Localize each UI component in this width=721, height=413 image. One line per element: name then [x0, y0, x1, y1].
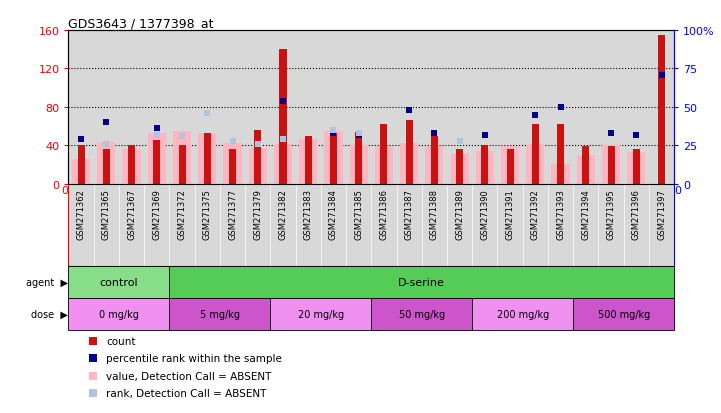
Text: 500 mg/kg: 500 mg/kg — [598, 309, 650, 319]
Bar — [532, 125, 539, 184]
Bar — [608, 147, 614, 184]
Text: GSM271375: GSM271375 — [203, 188, 212, 239]
Text: 20 mg/kg: 20 mg/kg — [298, 309, 344, 319]
Text: agent  ▶: agent ▶ — [26, 278, 68, 287]
Bar — [431, 136, 438, 184]
Text: percentile rank within the sample: percentile rank within the sample — [106, 354, 282, 363]
Bar — [169, 266, 674, 298]
Text: 0: 0 — [675, 186, 681, 196]
Text: 5 mg/kg: 5 mg/kg — [200, 309, 240, 319]
Text: dose  ▶: dose ▶ — [31, 309, 68, 319]
Text: GSM271386: GSM271386 — [379, 188, 389, 239]
Text: GSM271388: GSM271388 — [430, 188, 439, 239]
Text: GSM271393: GSM271393 — [556, 188, 565, 239]
Text: GSM271379: GSM271379 — [253, 188, 262, 239]
Text: 200 mg/kg: 200 mg/kg — [497, 309, 549, 319]
Bar — [305, 136, 311, 184]
Bar — [602, 146, 620, 184]
Bar — [355, 133, 362, 184]
Text: GSM271387: GSM271387 — [404, 188, 414, 239]
Text: GSM271377: GSM271377 — [228, 188, 237, 239]
Text: GSM271384: GSM271384 — [329, 188, 338, 239]
Bar — [78, 146, 84, 184]
Bar — [179, 146, 185, 184]
Bar — [229, 150, 236, 184]
Bar — [552, 165, 570, 184]
Bar — [148, 133, 166, 184]
Bar — [472, 298, 573, 330]
Text: GSM271362: GSM271362 — [76, 188, 86, 239]
Bar — [68, 266, 169, 298]
Bar — [128, 146, 135, 184]
Bar — [274, 145, 292, 184]
Bar — [456, 150, 463, 184]
Text: GSM271389: GSM271389 — [455, 188, 464, 239]
Text: GSM271396: GSM271396 — [632, 188, 641, 239]
Bar — [526, 145, 544, 184]
Bar — [299, 139, 317, 184]
Text: GSM271383: GSM271383 — [304, 188, 313, 239]
Bar — [123, 150, 141, 184]
Bar — [68, 298, 169, 330]
Bar — [204, 133, 211, 184]
Bar — [451, 154, 469, 184]
Bar — [573, 298, 674, 330]
Bar — [406, 121, 412, 184]
Bar — [476, 152, 494, 184]
Text: GSM271395: GSM271395 — [606, 188, 616, 239]
Text: GSM271365: GSM271365 — [102, 188, 111, 239]
Text: 0: 0 — [61, 186, 68, 196]
Bar — [577, 155, 595, 184]
Bar — [425, 147, 443, 184]
Text: GSM271394: GSM271394 — [581, 188, 590, 239]
Bar — [350, 146, 368, 184]
Bar — [72, 159, 90, 184]
Bar — [583, 147, 589, 184]
Text: 50 mg/kg: 50 mg/kg — [399, 309, 445, 319]
Text: 0 mg/kg: 0 mg/kg — [99, 309, 139, 319]
Bar — [330, 133, 337, 184]
Text: GSM271372: GSM271372 — [177, 188, 187, 239]
Bar — [224, 144, 242, 184]
Text: count: count — [106, 336, 136, 346]
Bar — [255, 131, 261, 184]
Bar — [154, 141, 160, 184]
Text: GSM271382: GSM271382 — [278, 188, 288, 239]
Text: GSM271392: GSM271392 — [531, 188, 540, 239]
Bar — [169, 298, 270, 330]
Text: GSM271367: GSM271367 — [127, 188, 136, 239]
Text: D-serine: D-serine — [398, 278, 446, 287]
Bar — [400, 144, 418, 184]
Bar — [249, 149, 267, 184]
Bar — [507, 150, 513, 184]
Bar — [280, 50, 286, 184]
Bar — [557, 125, 564, 184]
Bar — [103, 150, 110, 184]
Bar — [627, 153, 645, 184]
Bar — [270, 298, 371, 330]
Text: GSM271391: GSM271391 — [505, 188, 515, 239]
Bar — [658, 36, 665, 184]
Text: GSM271385: GSM271385 — [354, 188, 363, 239]
Text: rank, Detection Call = ABSENT: rank, Detection Call = ABSENT — [106, 389, 267, 399]
Bar — [173, 132, 191, 184]
Bar — [97, 143, 115, 184]
Bar — [633, 150, 640, 184]
Bar — [482, 146, 488, 184]
Bar — [381, 125, 387, 184]
Text: control: control — [99, 278, 138, 287]
Text: GSM271369: GSM271369 — [152, 188, 162, 239]
Bar — [371, 298, 472, 330]
Bar — [501, 147, 519, 184]
Bar — [375, 147, 393, 184]
Bar — [198, 133, 216, 184]
Text: value, Detection Call = ABSENT: value, Detection Call = ABSENT — [106, 371, 271, 381]
Text: GDS3643 / 1377398_at: GDS3643 / 1377398_at — [68, 17, 214, 30]
Text: GSM271397: GSM271397 — [657, 188, 666, 239]
Bar — [324, 132, 342, 184]
Text: GSM271390: GSM271390 — [480, 188, 490, 239]
